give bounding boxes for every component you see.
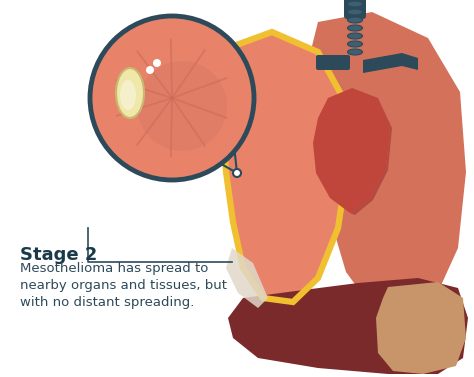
Circle shape (137, 61, 227, 151)
FancyBboxPatch shape (316, 55, 350, 70)
Ellipse shape (347, 17, 363, 23)
Ellipse shape (347, 49, 363, 55)
Ellipse shape (347, 1, 363, 7)
Ellipse shape (347, 9, 363, 15)
Circle shape (90, 16, 254, 180)
Polygon shape (228, 278, 468, 374)
Text: nearby organs and tissues, but: nearby organs and tissues, but (20, 279, 227, 292)
Text: Mesothelioma has spread to: Mesothelioma has spread to (20, 262, 209, 275)
FancyBboxPatch shape (344, 0, 366, 19)
Polygon shape (226, 248, 268, 308)
Ellipse shape (347, 25, 363, 31)
Circle shape (146, 66, 154, 74)
Polygon shape (350, 88, 392, 215)
Text: Stage 2: Stage 2 (20, 246, 97, 264)
Polygon shape (223, 32, 348, 302)
Circle shape (233, 169, 241, 177)
Ellipse shape (116, 68, 144, 118)
Circle shape (153, 59, 161, 67)
Text: with no distant spreading.: with no distant spreading. (20, 296, 194, 309)
Polygon shape (313, 88, 390, 213)
Polygon shape (308, 12, 466, 312)
Ellipse shape (347, 41, 363, 47)
Ellipse shape (120, 80, 136, 110)
Polygon shape (376, 282, 466, 374)
Polygon shape (363, 53, 418, 73)
Ellipse shape (347, 33, 363, 39)
